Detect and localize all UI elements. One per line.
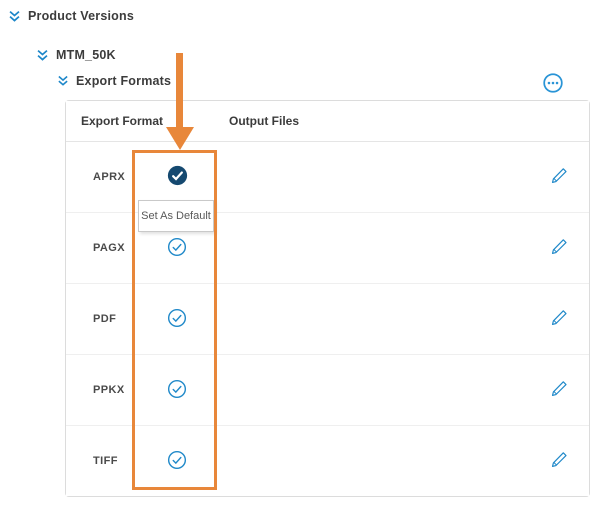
table-row: PPKX: [66, 355, 589, 426]
format-label: PPKX: [93, 384, 125, 396]
ellipsis-circle-icon: [542, 72, 564, 94]
table-header: Export Format Output Files: [66, 101, 589, 142]
check-circle-outline-icon: [167, 379, 187, 402]
edit-format-button[interactable]: [544, 446, 574, 476]
edit-format-button[interactable]: [544, 162, 574, 192]
tree-item-label: Product Versions: [28, 9, 135, 23]
double-chevron-down-icon[interactable]: [36, 49, 49, 62]
edit-format-button[interactable]: [544, 233, 574, 263]
pencil-icon: [550, 308, 569, 330]
set-default-check-button[interactable]: [162, 446, 192, 476]
tree-item-label: Export Formats: [76, 74, 172, 88]
set-default-check-button[interactable]: [162, 162, 192, 192]
check-circle-outline-icon: [167, 450, 187, 473]
tree-item-product-versions[interactable]: Product Versions: [8, 9, 134, 23]
pencil-icon: [550, 379, 569, 401]
tree-item-mtm-50k[interactable]: MTM_50K: [36, 48, 116, 62]
format-label: APRX: [93, 171, 126, 183]
check-circle-filled-icon: [167, 165, 188, 189]
options-ellipsis-button[interactable]: [542, 72, 564, 94]
set-default-check-button[interactable]: [162, 233, 192, 263]
export-formats-table: Export Format Output Files APRX: [65, 100, 590, 497]
pencil-icon: [550, 237, 569, 259]
double-chevron-down-icon[interactable]: [57, 75, 69, 87]
check-circle-outline-icon: [167, 308, 187, 331]
check-circle-outline-icon: [167, 237, 187, 260]
tree-item-export-formats[interactable]: Export Formats: [57, 74, 171, 88]
set-as-default-tooltip: Set As Default: [138, 200, 214, 232]
table-body: APRX: [66, 142, 589, 496]
format-label: PAGX: [93, 242, 125, 254]
format-label: TIFF: [93, 455, 118, 467]
table-row: TIFF: [66, 426, 589, 496]
pencil-icon: [550, 450, 569, 472]
set-default-check-button[interactable]: [162, 304, 192, 334]
column-header-export-format: Export Format: [81, 114, 164, 128]
column-header-output-files: Output Files: [229, 114, 299, 128]
table-row: PDF: [66, 284, 589, 355]
tree-item-label: MTM_50K: [56, 48, 116, 62]
edit-format-button[interactable]: [544, 304, 574, 334]
set-default-check-button[interactable]: [162, 375, 192, 405]
double-chevron-down-icon[interactable]: [8, 10, 21, 23]
pencil-icon: [550, 166, 569, 188]
edit-format-button[interactable]: [544, 375, 574, 405]
format-label: PDF: [93, 313, 117, 325]
